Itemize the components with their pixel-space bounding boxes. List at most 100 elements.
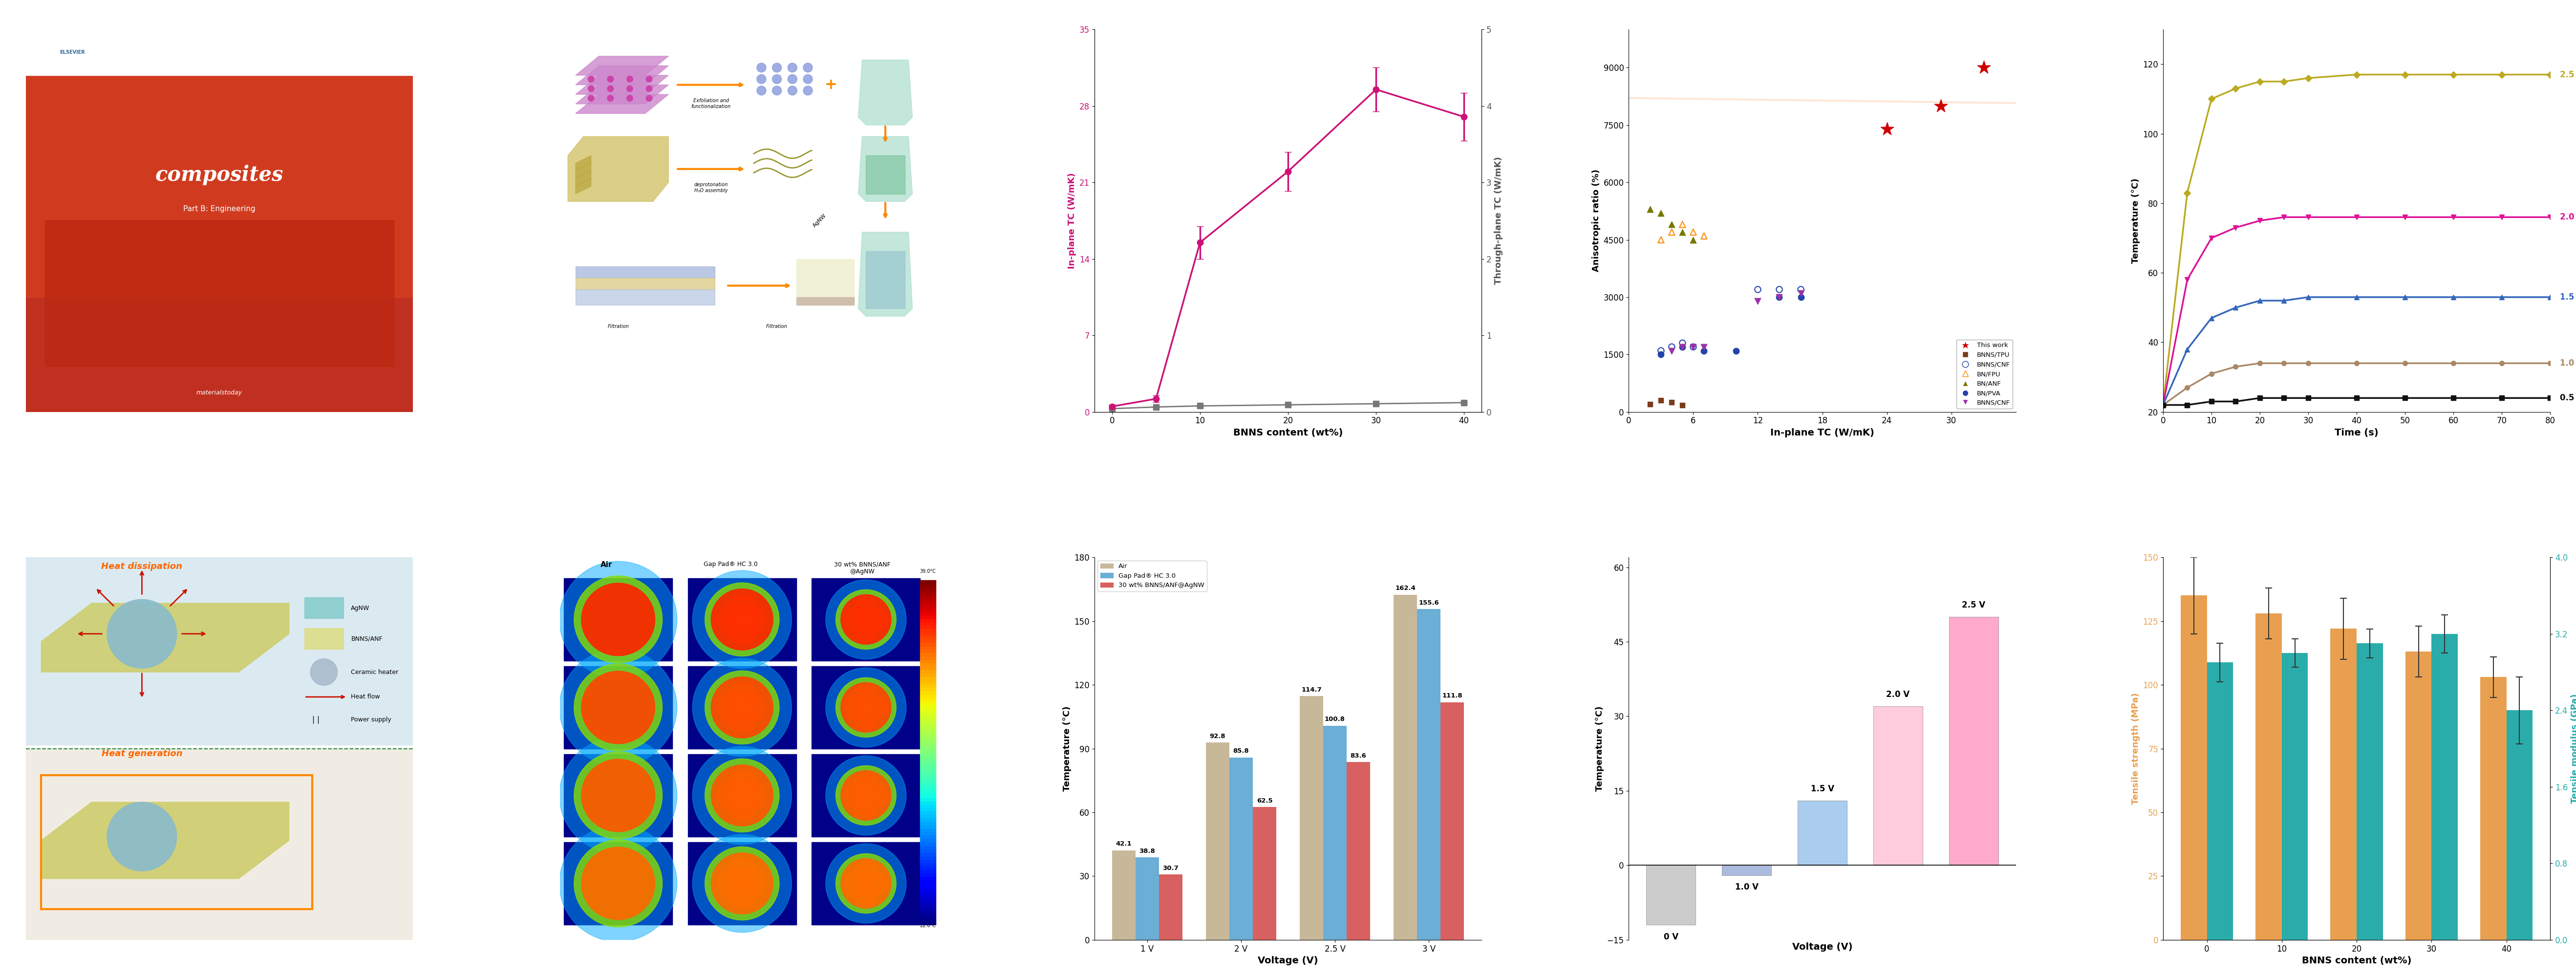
- 1.0 V: [2391, 357, 2421, 369]
- Polygon shape: [574, 156, 590, 171]
- Circle shape: [853, 881, 878, 906]
- Bar: [920, 776, 935, 780]
- Circle shape: [719, 868, 750, 899]
- 1.0 V: [2244, 357, 2275, 369]
- BN/FPU: [1641, 232, 1682, 248]
- Bar: [688, 667, 796, 749]
- Text: 1.0 V: 1.0 V: [2561, 359, 2576, 368]
- Bar: [564, 667, 672, 749]
- BNNS/TPU: [1651, 395, 1692, 410]
- Y-axis label: Through-plane TC (W/mK): Through-plane TC (W/mK): [1494, 157, 1502, 285]
- Circle shape: [693, 571, 791, 669]
- 1.5 V: [2269, 295, 2300, 306]
- Polygon shape: [858, 60, 912, 125]
- Text: Heat dissipation: Heat dissipation: [100, 562, 183, 571]
- Bar: [26, 29, 412, 298]
- Bar: [920, 845, 935, 849]
- Bar: [920, 742, 935, 745]
- Circle shape: [574, 664, 662, 751]
- Circle shape: [757, 86, 765, 95]
- Text: 155.6: 155.6: [1419, 599, 1440, 606]
- Bar: [920, 590, 935, 594]
- Bar: [920, 715, 935, 718]
- Text: Exfoliation and
functionalization: Exfoliation and functionalization: [690, 98, 732, 109]
- Bar: [920, 873, 935, 876]
- Bar: [920, 828, 935, 831]
- 1.5 V: [2293, 292, 2324, 303]
- Bar: [564, 842, 672, 924]
- 2.5 V: [2486, 69, 2517, 80]
- Bar: [304, 597, 343, 619]
- Text: AgNW: AgNW: [811, 213, 827, 228]
- Bar: [920, 853, 935, 856]
- Circle shape: [647, 85, 652, 92]
- 0.5 V: [2486, 393, 2517, 404]
- Legend: Air, Gap Pad® HC 3.0, 30 wt% BNNS/ANF@AgNW: Air, Gap Pad® HC 3.0, 30 wt% BNNS/ANF@Ag…: [1097, 561, 1206, 591]
- 2.0 V: [2535, 211, 2566, 223]
- Bar: [920, 704, 935, 708]
- Circle shape: [734, 868, 765, 899]
- Circle shape: [719, 692, 750, 723]
- Circle shape: [582, 583, 654, 656]
- 1.0 V: [2148, 399, 2179, 411]
- Bar: [304, 629, 343, 649]
- 1.5 V: [2148, 399, 2179, 411]
- Bar: [920, 904, 935, 908]
- Text: 30.7: 30.7: [1162, 865, 1180, 871]
- Circle shape: [827, 844, 907, 923]
- Y-axis label: Temperature (°C): Temperature (°C): [1595, 706, 1605, 791]
- Bar: [811, 667, 920, 749]
- Text: 2.5 V: 2.5 V: [2561, 70, 2576, 79]
- Circle shape: [863, 695, 886, 720]
- Text: Part B: Engineering: Part B: Engineering: [183, 206, 255, 212]
- BN/FPU: [1651, 224, 1692, 240]
- 0.5 V: [2244, 393, 2275, 404]
- Circle shape: [711, 676, 773, 738]
- Text: Ceramic heater: Ceramic heater: [350, 669, 399, 676]
- 0.5 V: [2293, 393, 2324, 404]
- Bar: [41, 775, 312, 909]
- Circle shape: [711, 853, 773, 914]
- Bar: [920, 880, 935, 883]
- Circle shape: [726, 770, 757, 801]
- Bar: [564, 579, 672, 661]
- 1.0 V: [2269, 357, 2300, 369]
- Circle shape: [608, 85, 613, 92]
- Bar: [920, 890, 935, 894]
- 2.5 V: [2293, 72, 2324, 84]
- Bar: [920, 583, 935, 587]
- 0.5 V: [2148, 399, 2179, 411]
- 0.5 V: [2535, 393, 2566, 404]
- Bar: [920, 797, 935, 801]
- Bar: [920, 635, 935, 638]
- 1.5 V: [2437, 292, 2468, 303]
- Bar: [2357, 643, 2383, 940]
- Y-axis label: Tensile modulus (GPa): Tensile modulus (GPa): [2571, 694, 2576, 804]
- Line: 0.5 V: 0.5 V: [2161, 396, 2553, 407]
- Circle shape: [835, 854, 896, 913]
- Bar: [920, 756, 935, 760]
- BNNS/TPU: [1662, 397, 1703, 413]
- Bar: [2481, 677, 2506, 940]
- Bar: [920, 824, 935, 828]
- Text: Heat flow: Heat flow: [350, 694, 381, 700]
- Text: 0 V: 0 V: [1664, 932, 1680, 941]
- Circle shape: [845, 783, 871, 808]
- Bar: [688, 754, 796, 836]
- BN/PVA: [1759, 290, 1801, 305]
- Y-axis label: Anisotropic ratio (%): Anisotropic ratio (%): [1592, 169, 1600, 272]
- 0.5 V: [2221, 396, 2251, 407]
- Circle shape: [706, 759, 778, 832]
- Circle shape: [853, 862, 878, 886]
- X-axis label: In-plane TC (W/mK): In-plane TC (W/mK): [1770, 428, 1875, 438]
- Polygon shape: [574, 66, 670, 85]
- Line: 1.0 V: 1.0 V: [2161, 361, 2553, 407]
- Circle shape: [835, 677, 896, 737]
- 1.5 V: [2195, 312, 2226, 324]
- Polygon shape: [574, 75, 670, 94]
- Bar: [920, 604, 935, 608]
- 2.0 V: [2391, 211, 2421, 223]
- Bar: [796, 298, 855, 304]
- 0.5 V: [2269, 393, 2300, 404]
- Text: 2.5 V: 2.5 V: [1963, 601, 1986, 610]
